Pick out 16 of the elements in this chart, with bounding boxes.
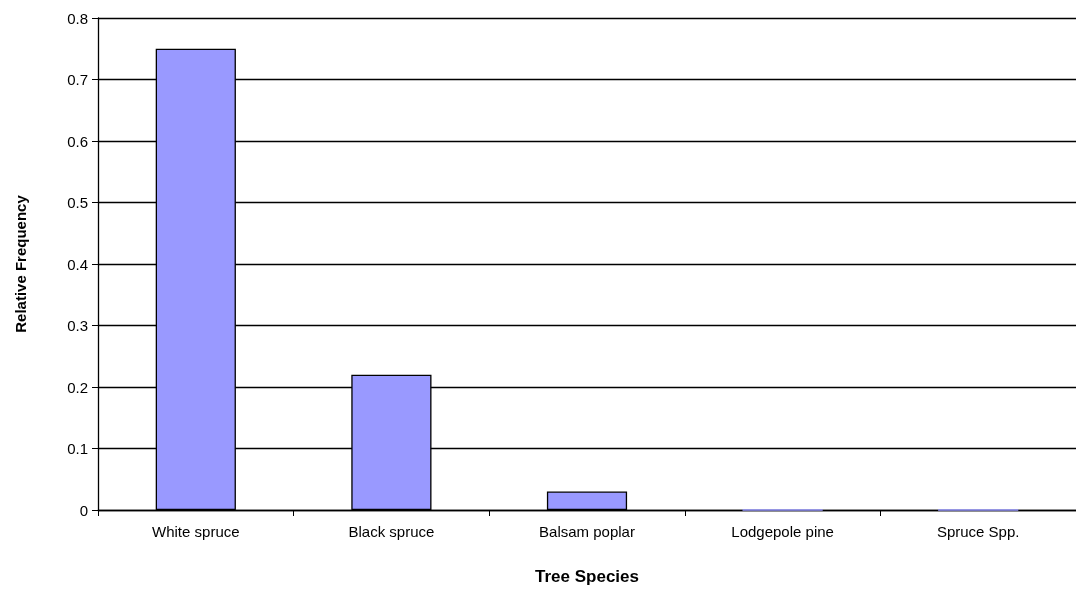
x-axis-title: Tree Species (535, 567, 639, 586)
x-tick-label: Balsam poplar (539, 523, 635, 540)
y-tick-label: 0.3 (67, 317, 88, 334)
y-tick-label: 0.1 (67, 440, 88, 457)
y-tick-label: 0.4 (67, 255, 88, 273)
y-tick-label: 0.2 (67, 378, 88, 396)
x-tick-label: White spruce (152, 523, 240, 540)
y-tick-label: 0.8 (67, 9, 88, 27)
y-tick-label: 0.6 (67, 132, 88, 150)
x-tick-label: Spruce Spp. (936, 523, 1020, 540)
x-tick-label: Lodgepole pine (731, 523, 834, 540)
y-axis-title: Relative Frequency (12, 194, 29, 333)
y-tick-label: 0.5 (67, 194, 88, 211)
y-tick-label: 0 (79, 501, 88, 519)
x-tick-label: Black spruce (348, 523, 435, 540)
y-tick-label: 0.7 (67, 71, 88, 88)
